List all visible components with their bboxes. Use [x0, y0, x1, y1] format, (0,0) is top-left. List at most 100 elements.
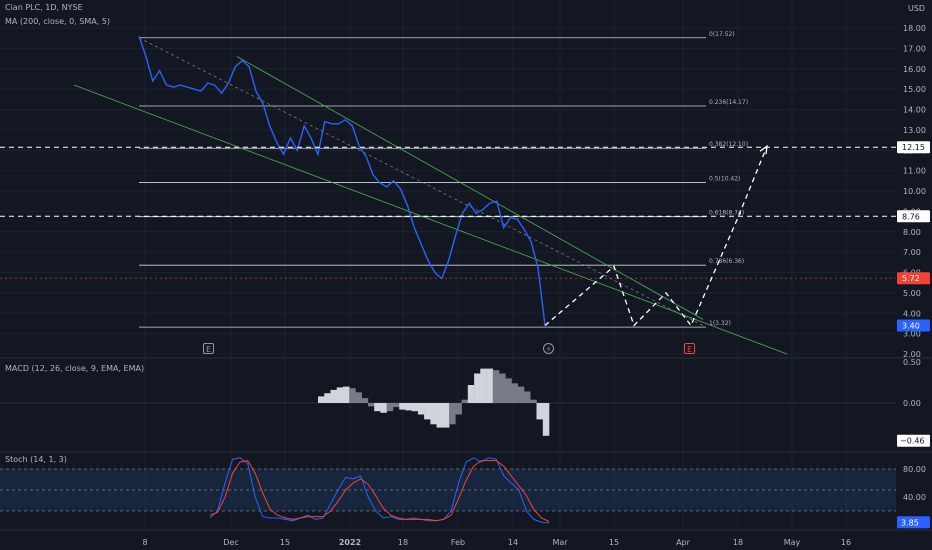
stoch-k-line [209, 457, 550, 524]
fib-level-label: 0.236(14.17) [709, 99, 748, 106]
macd-histogram-bar [411, 403, 419, 412]
y-tick-label: 15.00 [903, 85, 926, 94]
macd-value-badge [897, 434, 930, 447]
macd-pane: 0.50 0.00 [0, 358, 921, 436]
macd-histogram-bar [324, 393, 331, 403]
macd-histogram-bar [318, 396, 325, 403]
arrow-head [759, 144, 768, 155]
y-tick-label: 2.00 [903, 350, 921, 359]
y-tick-label: 3.00 [903, 330, 921, 339]
ma-indicator-label[interactable]: MA (200, close, 0, SMA, 5) [5, 17, 111, 26]
macd-histogram-bar [405, 403, 412, 411]
projection-path[interactable] [0, 144, 896, 327]
y-tick-label: 8.00 [903, 228, 921, 237]
macd-histogram-bar [392, 403, 400, 408]
price-badge-text: 3.40 [902, 321, 920, 330]
x-tick-label: 18 [733, 538, 743, 547]
y-tick-label: 18.00 [903, 24, 926, 33]
fib-level-label: 0.786(6.36) [709, 258, 744, 265]
y-tick-label: 4.00 [903, 309, 921, 318]
stoch-pane: 80.00 40.00 [0, 457, 926, 524]
y-tick-label: 13.00 [903, 126, 926, 135]
earnings-upcoming-marker[interactable]: E [684, 343, 695, 354]
macd-histogram-bar [374, 403, 381, 412]
fib-trend-line [138, 37, 707, 328]
x-tick-label: Mar [552, 538, 568, 547]
y-tick-label: 40.00 [903, 493, 926, 502]
macd-histogram-bar [524, 391, 531, 403]
price-badge [897, 272, 930, 285]
macd-histogram-bar [536, 403, 543, 420]
y-tick-label: 80.00 [903, 465, 926, 474]
price-badge-text: 5.72 [902, 274, 920, 283]
y-tick-label: 10.00 [903, 187, 926, 196]
x-tick-label: 14 [508, 538, 518, 547]
macd-histogram-bar [517, 386, 525, 403]
macd-histogram-bar [430, 403, 437, 425]
stoch-value-badge [897, 516, 930, 529]
x-tick-label: Apr [676, 538, 691, 547]
macd-histogram-bar [455, 403, 462, 415]
macd-histogram-bar [343, 386, 350, 403]
symbol-title[interactable]: Cian PLC, 1D, NYSE [5, 3, 83, 12]
macd-histogram-bar [355, 392, 362, 403]
macd-indicator-label[interactable]: MACD (12, 26, close, 9, EMA, EMA) [5, 364, 145, 373]
macd-histogram-bar [530, 399, 537, 403]
macd-histogram-bar [367, 403, 375, 407]
stoch-value-text: 3.85 [901, 518, 919, 527]
x-tick-label: Dec [223, 538, 238, 547]
macd-histogram-bar [505, 378, 512, 403]
axis-unit-label: USD [908, 4, 925, 13]
y-tick-label: 5.00 [903, 289, 921, 298]
fib-retracement[interactable]: 0(17.52) 0.236(14.17) 0.382(12.10) 0.5(10.4… [138, 31, 748, 328]
x-tick-label: 8 [142, 538, 147, 547]
price-badges: −0.46 3.85 12.15 8.76 5.72 3.40 [897, 141, 930, 529]
price-axis[interactable]: USD18.0017.0016.0015.0014.0013.0012.0011… [903, 4, 926, 359]
macd-value-text: −0.46 [900, 437, 925, 446]
stoch-d-line [209, 460, 550, 522]
fib-level-label: 0.618(8.74) [709, 210, 744, 217]
x-tick-label: May [784, 538, 801, 547]
y-tick-label: 17.00 [903, 44, 926, 53]
price-badge-text: 12.15 [902, 143, 925, 152]
price-series [0, 35, 896, 326]
lightning-icon[interactable]: ⚡ [543, 343, 554, 354]
fib-level-label: 0.5(10.42) [709, 175, 740, 182]
stoch-indicator-label[interactable]: Stoch (14, 1, 3) [5, 455, 67, 464]
price-badge [897, 210, 930, 223]
macd-histogram-bar [492, 370, 500, 403]
macd-histogram-bar [474, 373, 481, 403]
x-tick-label: 15 [280, 538, 290, 547]
x-tick-label: 15 [609, 538, 619, 547]
x-tick-label: 16 [841, 538, 851, 547]
macd-histogram-bar [449, 403, 456, 425]
projection-line [544, 145, 768, 327]
macd-histogram-bar [336, 387, 344, 403]
price-badge-text: 8.76 [902, 212, 920, 221]
channel-upper-line [236, 56, 704, 320]
time-axis[interactable]: 8 Dec 15 2022 18 Feb 14 Mar 15 Apr 18 May 16 [142, 538, 851, 547]
trend-channel[interactable] [73, 56, 788, 355]
macd-histogram-bar [436, 403, 444, 428]
y-tick-label: 11.00 [903, 167, 926, 176]
pane-separators [0, 357, 932, 531]
y-tick-label: 16.00 [903, 65, 926, 74]
x-tick-label: 2022 [339, 538, 361, 547]
macd-histogram-bar [330, 389, 337, 403]
macd-histogram-bar [399, 403, 406, 410]
macd-histogram-bar [349, 388, 356, 403]
macd-histogram-bar [486, 368, 494, 403]
y-tick-label: 0.00 [903, 399, 921, 408]
macd-histogram-bar [467, 385, 475, 403]
macd-histogram-bar [380, 403, 387, 413]
macd-histogram-bar [424, 403, 431, 420]
macd-histogram-bar [386, 403, 394, 412]
fib-level-label: 0(17.52) [709, 31, 735, 38]
macd-histogram-bar [361, 398, 369, 403]
channel-lower-line [73, 84, 788, 355]
price-badge [897, 141, 930, 154]
macd-histogram-bar [461, 399, 469, 403]
macd-histogram-bar [499, 373, 506, 403]
earnings-marker[interactable]: E [203, 343, 214, 354]
